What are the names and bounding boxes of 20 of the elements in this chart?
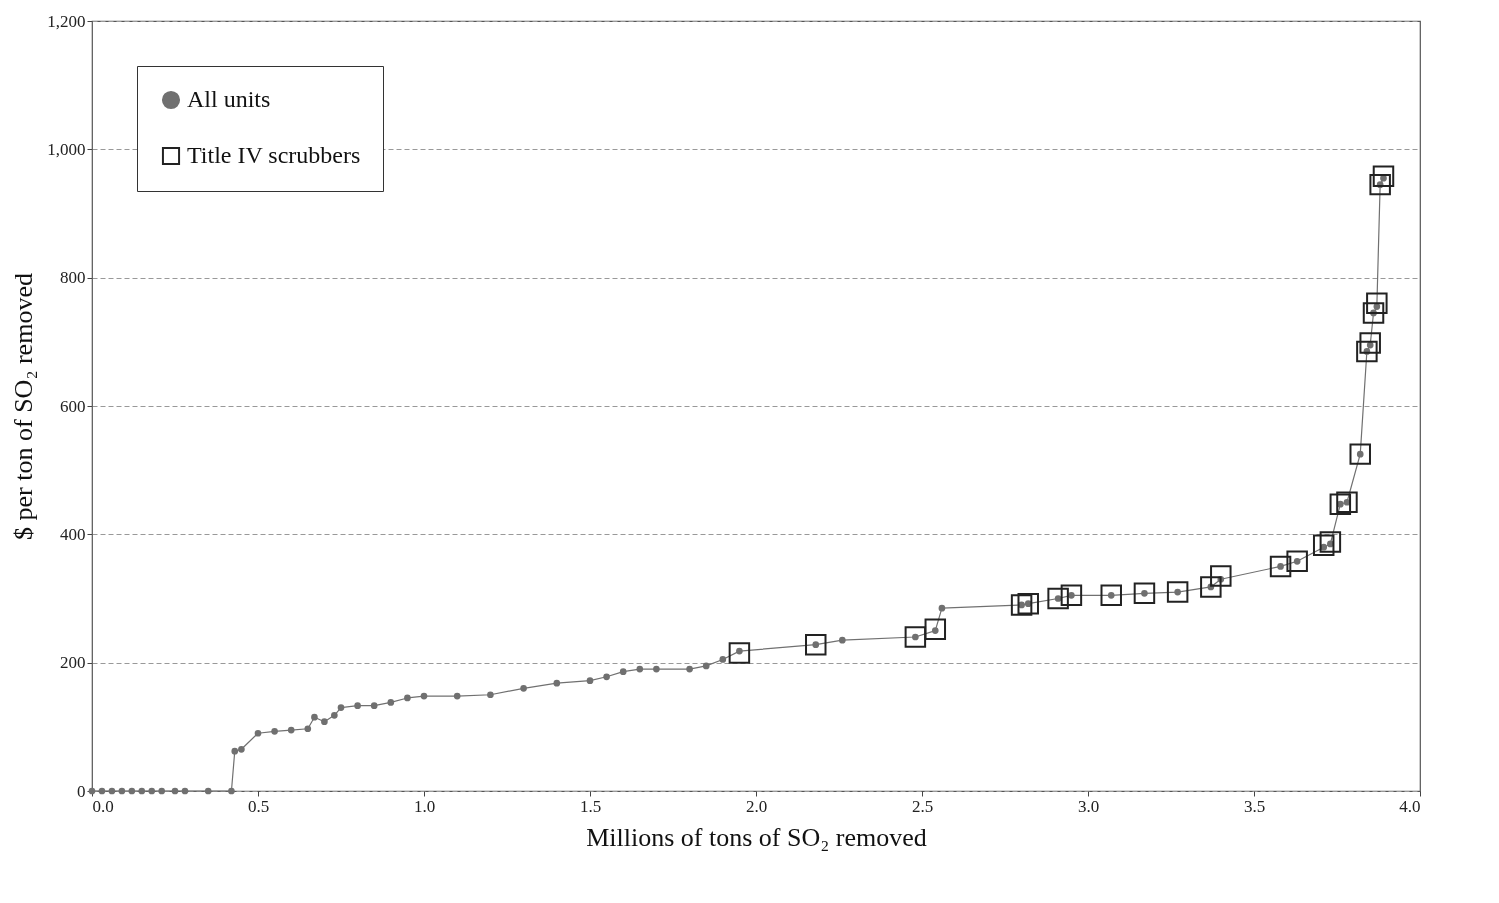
legend-label: Title IV scrubbers	[187, 142, 361, 168]
x-tick-label: 3.0	[1077, 796, 1100, 816]
x-tick-label: 0.5	[247, 796, 270, 816]
x-tick-label: 3.5	[1243, 796, 1266, 816]
y-tick-label: 800	[60, 268, 86, 288]
y-tick-label: 600	[60, 396, 86, 416]
x-tick-label: 0.0	[92, 796, 114, 816]
y-tick-label: 0	[77, 781, 86, 801]
x-axis-title: Millions of tons of SO₂ removed	[586, 822, 927, 852]
x-tick-label: 2.5	[911, 796, 934, 816]
legend-label: All units	[187, 86, 271, 112]
y-axis-title: $ per ton of SO₂ removed	[9, 273, 39, 540]
y-tick-label: 1,200	[47, 11, 86, 31]
x-tick-label: 2.0	[745, 796, 768, 816]
x-tick-label: 1.0	[413, 796, 436, 816]
x-tick-label: 4.0	[1399, 796, 1421, 816]
y-tick-label: 200	[60, 653, 86, 673]
y-tick-label: 400	[60, 524, 86, 544]
y-tick-label: 1,000	[47, 139, 86, 159]
x-tick-label: 1.5	[579, 796, 602, 816]
